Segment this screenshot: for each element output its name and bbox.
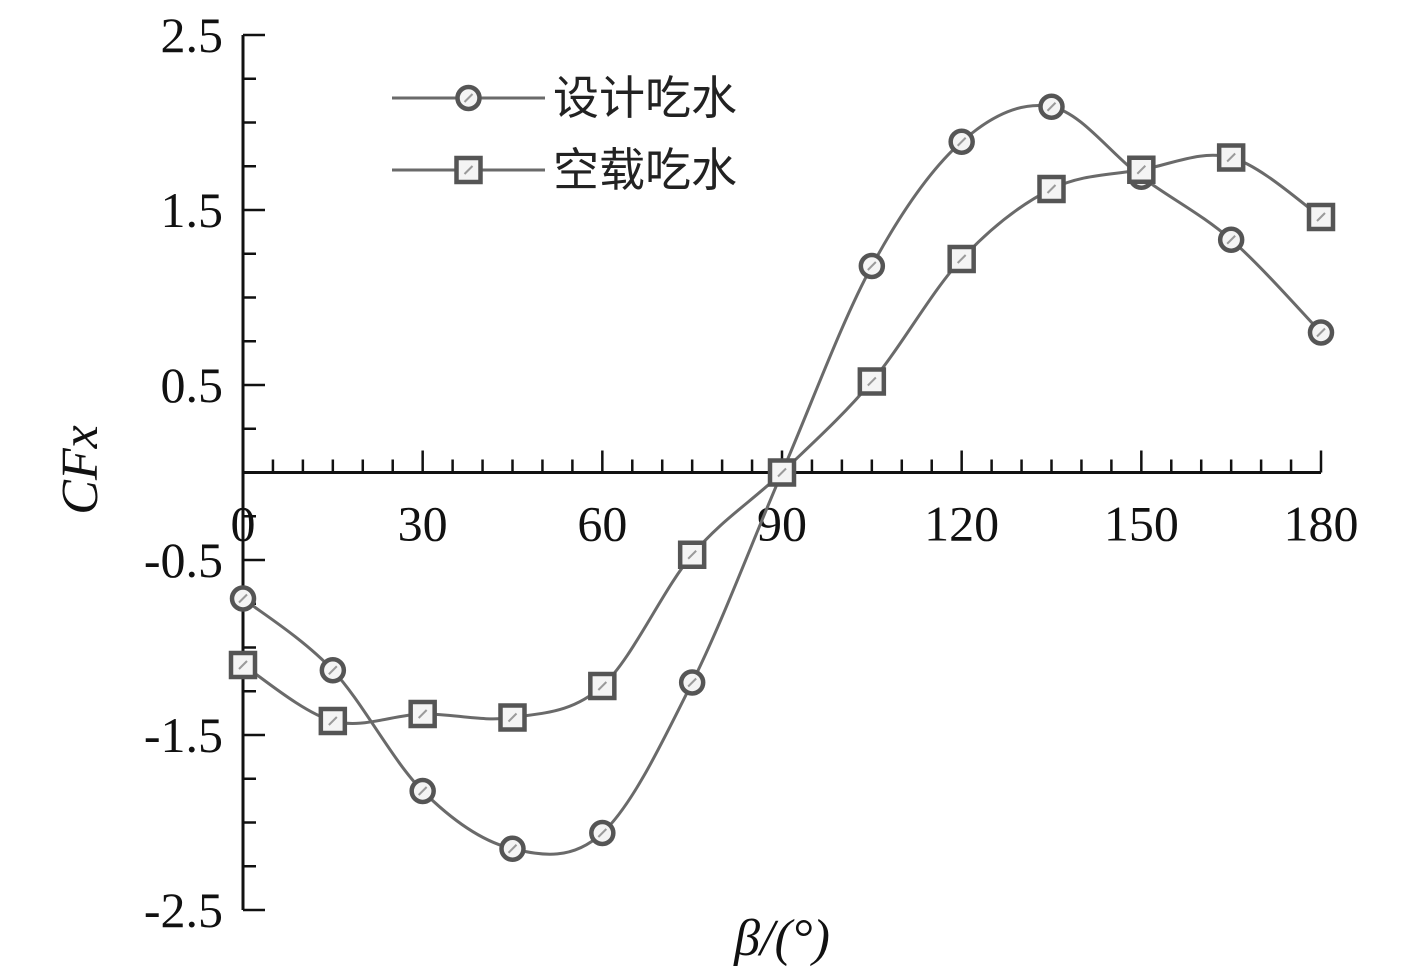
y-tick-label: -2.5 [144, 882, 223, 938]
square-marker-outline [1306, 202, 1336, 232]
marker-hatch [687, 550, 697, 560]
series-1-point [589, 819, 616, 847]
series-1-point [229, 585, 257, 612]
y-tick-label: -1.5 [144, 707, 223, 763]
x-tick-label: 60 [577, 496, 627, 552]
x-tick-label: 180 [1284, 496, 1359, 552]
marker-hatch [238, 660, 248, 670]
marker-hatch [1316, 327, 1326, 338]
series-2-point [498, 703, 527, 732]
marker-hatch [507, 844, 518, 854]
series-2-point [1306, 202, 1336, 232]
square-marker-outline [947, 244, 976, 274]
marker-hatch [417, 709, 428, 719]
series-line-2 [242, 153, 1322, 725]
square-marker-outline [408, 699, 437, 729]
series-1-point [409, 777, 436, 805]
marker-hatch [867, 376, 877, 387]
series-2-point [767, 458, 797, 487]
x-tick-label: 90 [757, 496, 807, 552]
marker-hatch [1226, 235, 1236, 245]
series-2-point [228, 650, 258, 680]
series-1-point [678, 669, 706, 696]
marker-hatch [867, 261, 877, 271]
x-tick-label: 30 [398, 496, 448, 552]
marker-hatch [956, 254, 967, 264]
series-1-point [499, 835, 526, 862]
marker-hatch [1316, 212, 1326, 222]
series-2-point [1037, 174, 1066, 204]
x-tick-label: 150 [1104, 496, 1179, 552]
marker-hatch [507, 712, 518, 723]
legend-label: 设计吃水 [553, 71, 737, 125]
marker-hatch [238, 593, 248, 604]
square-marker-outline [857, 367, 887, 396]
legend-marker [455, 84, 482, 112]
marker-hatch [1046, 102, 1057, 112]
square-marker-outline [498, 703, 527, 732]
series-1-point [948, 128, 975, 155]
series-2-point [677, 540, 707, 569]
marker-hatch [1046, 184, 1057, 194]
series-1-point [1217, 226, 1245, 253]
series-2-point [947, 244, 976, 274]
marker-hatch [463, 93, 474, 103]
series-1-point [1038, 93, 1065, 120]
square-marker-outline [767, 458, 797, 487]
marker-hatch [1226, 152, 1236, 163]
marker-hatch [597, 681, 608, 691]
series-2-point [1216, 143, 1246, 172]
y-tick-label: 2.5 [161, 7, 224, 63]
x-axis-title: β/(°) [733, 910, 830, 967]
marker-hatch [1136, 165, 1147, 175]
series-1-point [858, 252, 886, 280]
y-axis-title: CFx [52, 425, 109, 515]
x-tick-label: 0 [231, 496, 256, 552]
marker-hatch [956, 137, 967, 147]
y-tick-label: 1.5 [161, 182, 224, 238]
legend-label: 空载吃水 [553, 143, 737, 197]
legend-marker [454, 155, 483, 185]
y-tick-label: -0.5 [144, 532, 223, 588]
square-marker-outline [588, 671, 617, 701]
marker-hatch [687, 677, 697, 688]
series-2-point [1127, 155, 1156, 184]
series-layer [228, 93, 1336, 862]
series-2-point [408, 699, 437, 729]
series-1-point [319, 657, 347, 684]
series-2-point [318, 706, 348, 736]
series-2-point [857, 367, 887, 396]
y-tick-label: 0.5 [161, 357, 224, 413]
series-1-point [1307, 319, 1335, 346]
marker-hatch [463, 165, 474, 175]
axes: 2.5 1.5 0.5 -0.5 -1.5 -2.5 0 30 60 90 120 150 180 [144, 7, 1359, 938]
marker-hatch [328, 716, 338, 726]
marker-hatch [328, 665, 338, 675]
marker-hatch [417, 786, 428, 796]
series-2-point [588, 671, 617, 701]
marker-hatch [777, 467, 787, 478]
x-tick-label: 120 [924, 496, 999, 552]
marker-hatch [597, 828, 608, 838]
